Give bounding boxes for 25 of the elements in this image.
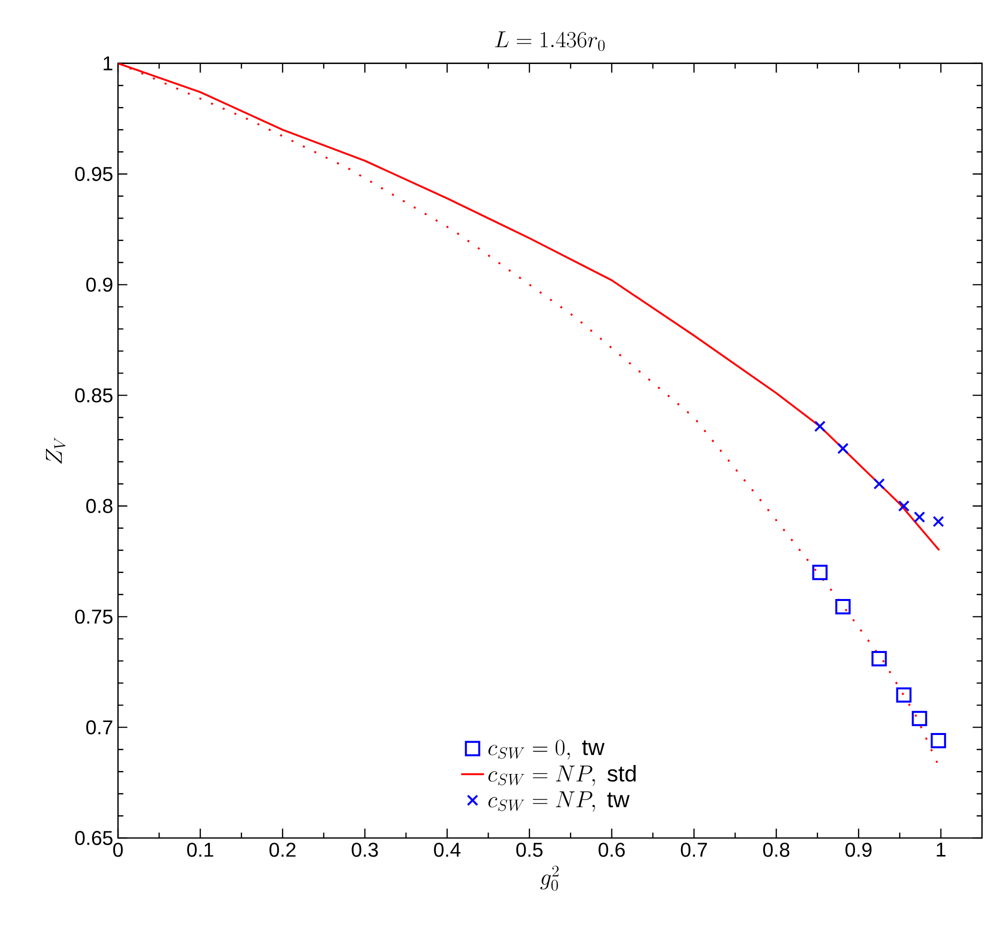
x-tick-label: 0.1 <box>187 842 214 857</box>
y-tick-label: 0.8 <box>86 498 112 514</box>
chart-title: $L=1.436r_0$ <box>495 31 605 51</box>
x-tick-label: 0.2 <box>269 842 296 857</box>
x-tick-label: 0.3 <box>352 842 378 857</box>
y-tick-label: 1 <box>104 56 112 70</box>
y-axis-title: $Z_V$ <box>46 438 66 464</box>
y-tick-label: 0.7 <box>86 720 112 734</box>
x-tick-label: 0.4 <box>434 842 460 857</box>
x-tick-label: 0.9 <box>845 842 872 857</box>
x-tick-label: 0.8 <box>763 842 790 857</box>
x-tick-label: 0 <box>113 842 123 857</box>
y-tick-label: 0.75 <box>75 610 112 624</box>
y-tick-label: 0.65 <box>75 830 112 846</box>
x-tick-label: 1 <box>936 842 946 856</box>
legend-label: $c_{SW}=NP,\ \mathrm{std}$ <box>488 765 636 786</box>
x-tick-label: 0.6 <box>598 842 625 857</box>
legend-label: $c_{SW}=NP,\ \mathrm{tw}$ <box>488 791 630 812</box>
x-tick-label: 0.5 <box>516 842 543 857</box>
x-tick-label: 0.7 <box>680 842 707 857</box>
y-tick-label: 0.85 <box>75 388 112 402</box>
legend-label: $c_{SW}=0,\ \mathrm{tw}$ <box>488 740 605 760</box>
x-axis-title: $g_0^2$ <box>540 866 559 891</box>
y-tick-label: 0.95 <box>75 166 112 182</box>
y-tick-label: 0.9 <box>86 278 112 292</box>
